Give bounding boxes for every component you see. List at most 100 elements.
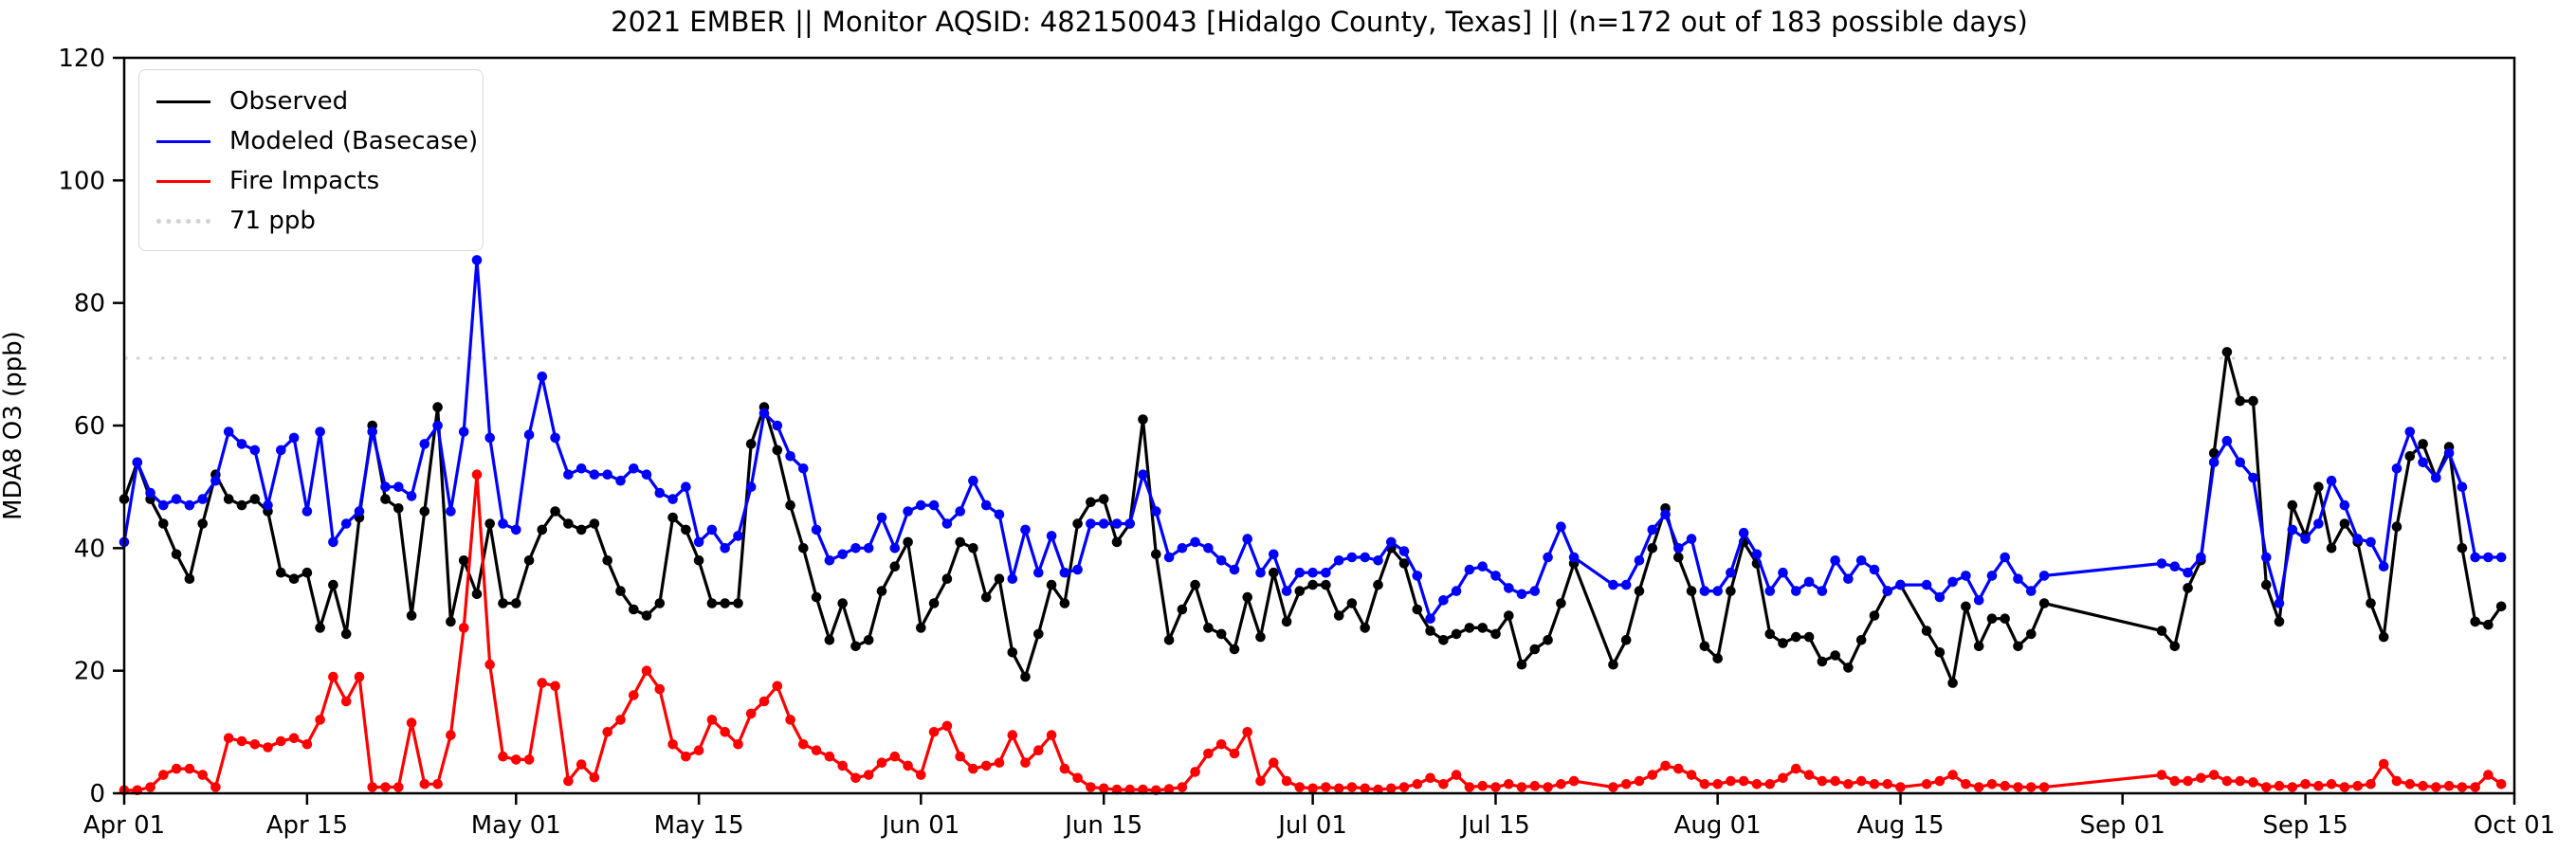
data-point (863, 635, 874, 645)
data-point (197, 494, 208, 504)
data-point (745, 439, 757, 449)
data-point (2248, 777, 2258, 788)
data-point (1686, 534, 1697, 544)
data-point (1986, 779, 1998, 789)
data-point (1321, 782, 1331, 792)
data-point (1033, 628, 1044, 640)
data-point (315, 623, 325, 633)
data-point (1490, 628, 1501, 640)
x-tick-label: May 01 (471, 811, 561, 840)
y-tick-label: 60 (74, 412, 105, 441)
data-point (1307, 567, 1318, 578)
data-point (184, 499, 195, 511)
modeled-line-sample-icon (156, 139, 210, 143)
data-point (1516, 589, 1527, 600)
data-point (1321, 579, 1331, 590)
data-point (1203, 543, 1214, 554)
legend: Observed Modeled (Basecase) Fire Impacts… (138, 69, 484, 251)
x-tick-label: Jun 15 (1063, 811, 1142, 840)
series-group (119, 255, 2507, 796)
data-point (1438, 635, 1449, 645)
data-point (2391, 521, 2402, 532)
data-point (1986, 613, 1998, 624)
data-point (1660, 760, 1671, 771)
data-point (1986, 571, 1998, 581)
data-point (1033, 745, 1044, 755)
data-point (236, 735, 247, 747)
data-point (2156, 770, 2167, 780)
data-point (1608, 782, 1618, 792)
data-point (550, 506, 560, 517)
data-point (446, 616, 456, 627)
data-point (2326, 543, 2337, 554)
data-point (720, 727, 730, 737)
data-point (2313, 518, 2324, 529)
data-point (1529, 586, 1541, 596)
data-point (1425, 772, 1435, 784)
y-tick-label: 100 (58, 167, 105, 195)
data-point (1961, 571, 1971, 581)
data-point (210, 475, 221, 486)
data-point (2483, 619, 2494, 630)
data-point (432, 420, 443, 431)
data-point (2221, 347, 2233, 357)
data-point (1215, 739, 1227, 750)
data-point (406, 491, 417, 501)
data-point (1921, 626, 1932, 636)
data-point (1203, 748, 1214, 759)
data-point (589, 518, 600, 529)
data-point (1751, 549, 1763, 560)
data-point (1346, 552, 1358, 563)
data-point (1059, 763, 1070, 774)
data-point (876, 512, 887, 523)
data-point (1425, 626, 1435, 636)
data-point (1869, 779, 1880, 789)
data-point (2339, 518, 2350, 529)
data-point (1634, 775, 1645, 787)
data-point (1242, 534, 1252, 544)
data-point (916, 623, 926, 633)
data-point (2235, 395, 2245, 407)
data-point (889, 751, 901, 762)
data-point (563, 775, 574, 787)
data-point (132, 457, 143, 468)
y-axis-label: MDA8 O3 (ppb) (0, 331, 27, 520)
data-point (1229, 644, 1240, 655)
data-point (2038, 598, 2050, 608)
data-point (916, 770, 926, 780)
data-point (2443, 780, 2455, 791)
data-point (994, 509, 1005, 520)
data-point (1333, 610, 1344, 621)
data-point (1215, 628, 1227, 640)
data-point (340, 628, 352, 640)
data-point (2326, 779, 2337, 789)
data-point (1568, 775, 1580, 787)
data-point (2495, 779, 2507, 789)
data-point (1464, 623, 1475, 633)
data-point (1647, 524, 1658, 535)
data-point (2000, 613, 2010, 624)
data-point (681, 524, 691, 535)
data-point (1855, 635, 1867, 645)
data-point (354, 671, 365, 682)
data-point (1046, 531, 1057, 541)
data-point (446, 730, 456, 740)
data-point (393, 481, 404, 492)
data-point (1020, 524, 1031, 535)
data-point (1190, 579, 1200, 590)
data-point (550, 681, 560, 692)
data-point (2418, 457, 2428, 468)
data-point (1830, 555, 1840, 566)
data-point (1634, 586, 1645, 596)
data-point (681, 481, 691, 492)
data-point (667, 494, 678, 504)
data-point (1190, 767, 1200, 777)
data-point (1947, 770, 1958, 780)
data-point (1269, 567, 1279, 578)
data-point (1360, 552, 1370, 563)
x-tick-label: Sep 01 (2080, 811, 2165, 840)
data-point (811, 524, 822, 535)
data-point (432, 402, 443, 412)
y-tick-label: 80 (74, 290, 105, 318)
